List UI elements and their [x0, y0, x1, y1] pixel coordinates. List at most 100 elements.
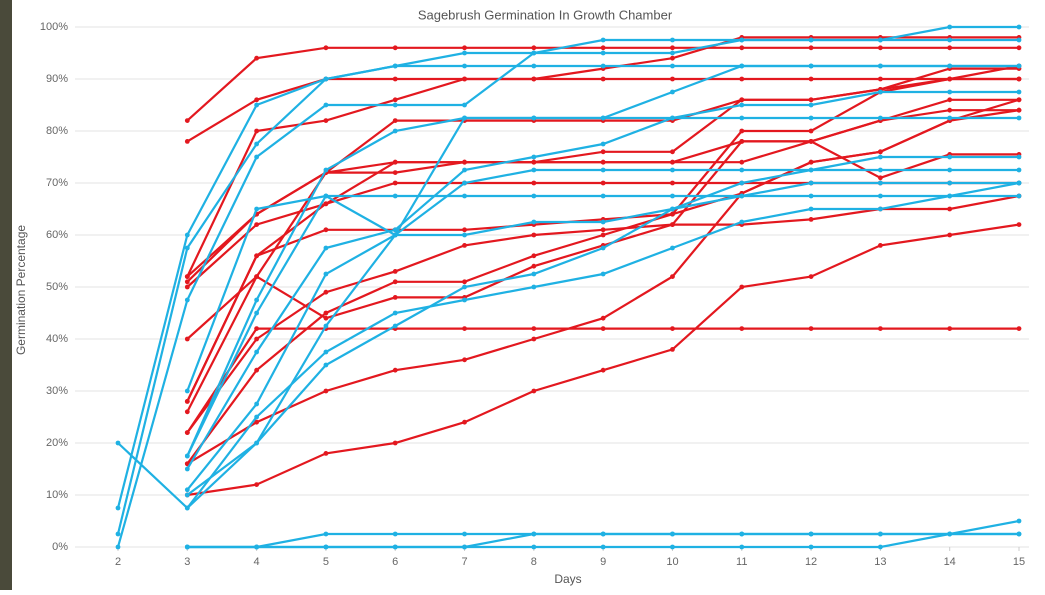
x-tick-label: 2	[115, 556, 121, 568]
data-point	[393, 324, 398, 329]
data-point	[324, 532, 329, 537]
data-point	[462, 64, 467, 69]
data-point	[947, 97, 952, 102]
data-point	[947, 532, 952, 537]
data-point	[531, 264, 536, 269]
data-point	[878, 181, 883, 186]
data-point	[947, 77, 952, 82]
data-point	[393, 269, 398, 274]
y-tick-label: 80%	[46, 125, 68, 137]
data-point	[324, 350, 329, 355]
data-point	[878, 175, 883, 180]
data-point	[739, 326, 744, 331]
x-tick-label: 4	[254, 556, 260, 568]
data-point	[254, 415, 259, 420]
chart-title: Sagebrush Germination In Growth Chamber	[418, 7, 673, 22]
data-point	[393, 45, 398, 50]
x-tick-label: 13	[874, 556, 886, 568]
data-point	[670, 246, 675, 251]
data-point	[947, 326, 952, 331]
data-point	[393, 170, 398, 175]
data-point	[462, 194, 467, 199]
data-point	[531, 233, 536, 238]
data-point	[393, 295, 398, 300]
data-point	[462, 420, 467, 425]
x-tick-label: 9	[600, 556, 606, 568]
x-tick-label: 5	[323, 556, 329, 568]
data-point	[185, 233, 190, 238]
x-tick-label: 12	[805, 556, 817, 568]
data-point	[947, 25, 952, 30]
data-point	[185, 139, 190, 144]
data-point	[531, 155, 536, 160]
data-point	[809, 97, 814, 102]
data-point	[462, 181, 467, 186]
data-point	[947, 116, 952, 121]
data-point	[462, 51, 467, 56]
data-point	[739, 97, 744, 102]
data-point	[1017, 181, 1022, 186]
y-axis-label: Germination Percentage	[14, 225, 28, 355]
data-point	[254, 222, 259, 227]
data-point	[809, 129, 814, 134]
data-point	[947, 64, 952, 69]
data-point	[1017, 222, 1022, 227]
data-point	[601, 545, 606, 550]
data-point	[324, 168, 329, 173]
data-point	[462, 227, 467, 232]
data-point	[185, 409, 190, 414]
data-point	[254, 97, 259, 102]
data-point	[531, 285, 536, 290]
data-point	[462, 298, 467, 303]
data-point	[531, 194, 536, 199]
data-point	[601, 316, 606, 321]
data-point	[878, 77, 883, 82]
data-point	[878, 194, 883, 199]
data-point	[324, 77, 329, 82]
data-point	[947, 38, 952, 43]
data-point	[462, 233, 467, 238]
chart: Sagebrush Germination In Growth Chamber …	[0, 0, 1045, 590]
data-point	[254, 402, 259, 407]
data-point	[185, 118, 190, 123]
data-point	[601, 160, 606, 165]
data-point	[878, 168, 883, 173]
data-point	[809, 168, 814, 173]
data-point	[1017, 155, 1022, 160]
data-point	[739, 194, 744, 199]
data-point	[531, 116, 536, 121]
x-tick-label: 7	[461, 556, 467, 568]
data-point	[670, 168, 675, 173]
data-point	[185, 506, 190, 511]
data-point	[601, 227, 606, 232]
data-point	[324, 316, 329, 321]
x-axis-label: Days	[554, 572, 581, 586]
data-point	[254, 253, 259, 258]
data-point	[809, 181, 814, 186]
data-point	[324, 363, 329, 368]
data-point	[670, 64, 675, 69]
data-point	[739, 545, 744, 550]
data-point	[670, 274, 675, 279]
data-point	[670, 212, 675, 217]
data-point	[185, 493, 190, 498]
data-point	[809, 45, 814, 50]
data-point	[601, 233, 606, 238]
data-point	[254, 350, 259, 355]
data-point	[254, 56, 259, 61]
data-point	[393, 368, 398, 373]
data-point	[185, 454, 190, 459]
y-tick-label: 0%	[52, 541, 68, 553]
x-tick-label: 10	[666, 556, 678, 568]
data-point	[531, 51, 536, 56]
data-point	[670, 77, 675, 82]
data-point	[185, 285, 190, 290]
data-point	[393, 181, 398, 186]
y-tick-label: 90%	[46, 73, 68, 85]
data-point	[393, 227, 398, 232]
data-point	[947, 207, 952, 212]
data-point	[462, 160, 467, 165]
data-point	[947, 108, 952, 113]
series-line	[187, 79, 1019, 401]
data-point	[116, 441, 121, 446]
